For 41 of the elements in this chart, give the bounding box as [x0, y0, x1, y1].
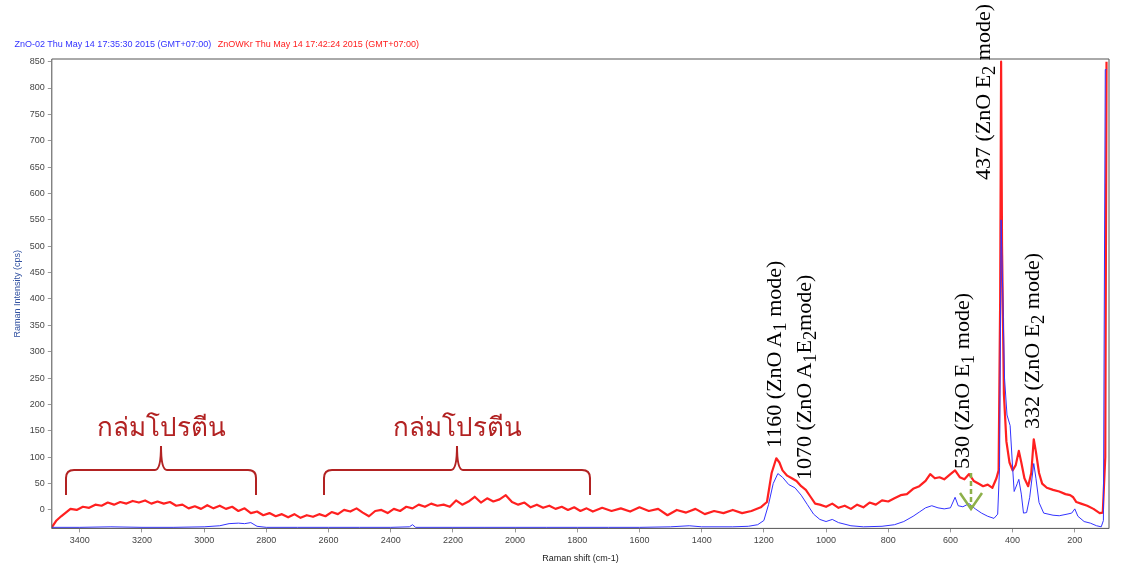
y-tick-label: 500 — [29, 240, 45, 251]
y-tick-label: 250 — [29, 372, 45, 383]
y-tick-label: 100 — [29, 451, 45, 462]
x-tick-label: 2200 — [442, 535, 463, 546]
y-tick-label: 700 — [29, 135, 45, 146]
x-tick-label: 2800 — [256, 535, 277, 546]
y-tick-label: 600 — [29, 187, 45, 198]
x-tick-label: 2600 — [318, 535, 339, 546]
x-tick-label: 3400 — [69, 535, 90, 546]
x-tick-label: 1600 — [629, 535, 650, 546]
x-tick-label: 3200 — [131, 535, 152, 546]
annotation: กล่มโปรตีน — [96, 412, 226, 443]
y-tick-label: 50 — [34, 478, 45, 489]
x-tick-label: 3000 — [194, 535, 215, 546]
annotation: กล่มโปรตีน — [392, 412, 522, 443]
y-tick-label: 0 — [39, 504, 45, 515]
x-tick-label: 400 — [1005, 535, 1021, 546]
x-tick-label: 800 — [880, 535, 896, 546]
x-tick-label: 2400 — [380, 535, 401, 546]
x-tick-label: 200 — [1067, 535, 1083, 546]
text: ZnO-02 Thu May 14 17:35:30 2015 (GMT+07:00) — [14, 38, 212, 49]
x-tick-label: 600 — [942, 535, 958, 546]
y-tick-label: 850 — [29, 56, 45, 67]
x-axis-title: Raman shift (cm-1) — [542, 553, 619, 564]
y-tick-label: 800 — [29, 82, 45, 93]
y-tick-label: 650 — [29, 161, 45, 172]
x-tick-label: 1000 — [816, 535, 837, 546]
y-tick-label: 450 — [29, 267, 45, 278]
y-tick-label: 350 — [29, 319, 45, 330]
x-tick-label: 1200 — [753, 535, 774, 546]
text: ZnOWKr Thu May 14 17:42:24 2015 (GMT+07:00) — [217, 38, 420, 49]
y-tick-label: 750 — [29, 108, 45, 119]
x-tick-label: 1800 — [567, 535, 588, 546]
y-tick-label: 200 — [29, 398, 45, 409]
y-tick-label: 300 — [29, 346, 45, 357]
y-tick-label: 400 — [29, 293, 45, 304]
x-tick-label: 1400 — [691, 535, 712, 546]
y-tick-label: 150 — [29, 425, 45, 436]
y-tick-label: 550 — [29, 214, 45, 225]
y-axis-title: Raman Intensity (cps) — [11, 249, 22, 338]
x-tick-label: 2000 — [505, 535, 526, 546]
